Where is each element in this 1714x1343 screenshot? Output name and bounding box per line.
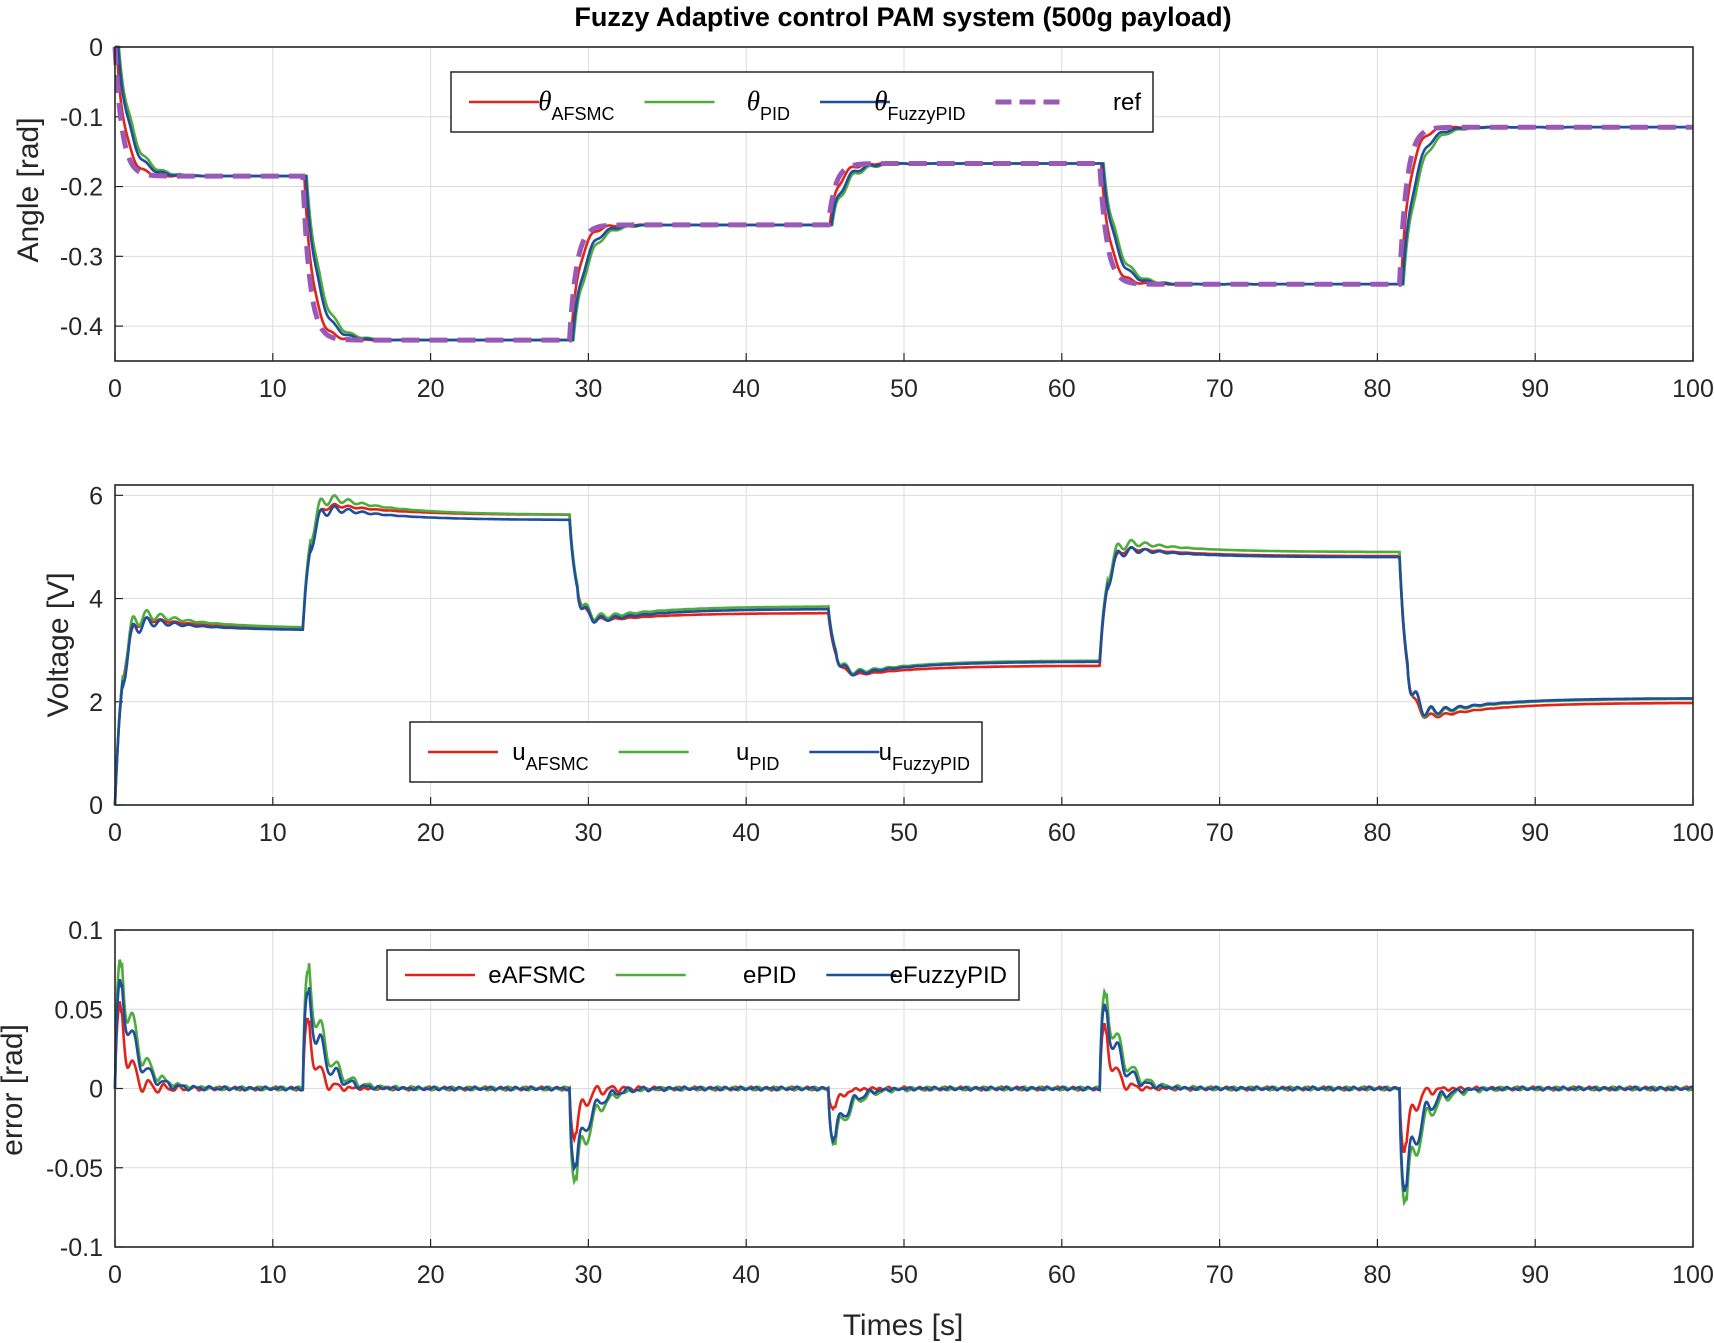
series-line-ref	[112, 46, 1693, 343]
x-tick-label: 20	[417, 819, 445, 847]
voltage-x-tick-labels: 0 10 20 30 40 50 60 70 80 90 100	[108, 819, 1714, 847]
legend-box	[386, 949, 1020, 1001]
x-tick-label: 40	[732, 819, 760, 847]
y-tick-label: 6	[89, 482, 103, 510]
error-y-axis-label: error [rad]	[0, 1024, 29, 1156]
legend-label-pid: ePID	[743, 962, 796, 989]
x-tick-label: 40	[732, 1261, 760, 1289]
y-tick-label: -0.3	[60, 243, 103, 271]
x-tick-label: 80	[1363, 819, 1391, 847]
x-tick-label: 50	[890, 375, 918, 403]
legend-label-fuzzypid: θFuzzyPID	[874, 86, 965, 124]
x-tick-label: 90	[1521, 375, 1549, 403]
y-tick-label: 0	[89, 34, 103, 62]
angle-x-tick-labels: 0 10 20 30 40 50 60 70 80 90 100	[108, 375, 1714, 403]
x-tick-label: 10	[259, 819, 287, 847]
legend-box	[409, 721, 983, 783]
x-tick-label: 50	[890, 819, 918, 847]
x-tick-label: 100	[1672, 819, 1714, 847]
voltage-y-axis-label: Voltage [V]	[42, 572, 75, 717]
x-tick-label: 70	[1206, 819, 1234, 847]
y-tick-label: 0.1	[68, 917, 103, 945]
legend-label-afsmc: uAFSMC	[512, 739, 588, 774]
x-tick-label: 50	[890, 1261, 918, 1289]
legend-box	[450, 71, 1154, 133]
x-tick-label: 20	[417, 375, 445, 403]
x-tick-label: 90	[1521, 1261, 1549, 1289]
voltage-series-lines	[113, 494, 1693, 806]
x-tick-label: 100	[1672, 375, 1714, 403]
legend-label-pid: θPID	[747, 86, 790, 124]
x-tick-label: 0	[108, 819, 122, 847]
x-tick-label: 100	[1672, 1261, 1714, 1289]
error-panel: 0 10 20 30 40 50 60 70 80 90 100 0.1 0.05 0 -0.05 -0.1…	[0, 917, 1714, 1342]
x-tick-label: 60	[1048, 819, 1076, 847]
error-y-tick-labels: 0.1 0.05 0 -0.05 -0.1	[46, 917, 103, 1262]
series-line-afsmc	[113, 1001, 1694, 1154]
y-tick-label: 0	[89, 1076, 103, 1104]
voltage-legend: uAFSMC uPID uFuzzyPID	[409, 721, 983, 783]
x-tick-label: 70	[1206, 1261, 1234, 1289]
x-tick-label: 60	[1048, 375, 1076, 403]
series-line-fuzzypid	[113, 978, 1694, 1193]
x-tick-label: 90	[1521, 819, 1549, 847]
x-tick-label: 70	[1206, 375, 1234, 403]
error-series-lines	[113, 959, 1694, 1207]
angle-axes-frame	[114, 46, 1694, 362]
x-tick-label: 20	[417, 1261, 445, 1289]
angle-panel: 0 10 20 30 40 50 60 70 80 90 100 0 -0.1 -0.2 -0.3 -0.4…	[12, 34, 1714, 403]
legend-label-afsmc: eAFSMC	[488, 962, 585, 989]
x-tick-label: 10	[259, 1261, 287, 1289]
voltage-axes-frame	[114, 484, 1694, 806]
x-tick-label: 30	[574, 1261, 602, 1289]
angle-series-lines	[112, 45, 1693, 343]
legend-label-pid: uPID	[736, 739, 779, 774]
x-tick-label: 0	[108, 1261, 122, 1289]
y-tick-label: -0.2	[60, 174, 103, 202]
series-line-fuzzypid	[113, 504, 1693, 806]
x-tick-label: 10	[259, 375, 287, 403]
legend-label-ref: ref	[1113, 89, 1141, 116]
y-tick-label: 0	[89, 792, 103, 820]
y-tick-label: -0.05	[46, 1155, 103, 1183]
error-x-axis-label: Times [s]	[843, 1309, 964, 1342]
x-tick-label: 60	[1048, 1261, 1076, 1289]
x-tick-label: 80	[1363, 1261, 1391, 1289]
error-axes-frame	[114, 929, 1694, 1248]
voltage-y-tick-labels: 0 2 4 6	[89, 482, 103, 820]
y-tick-label: 2	[89, 689, 103, 717]
y-tick-label: -0.1	[60, 1234, 103, 1262]
legend-label-afsmc: θAFSMC	[538, 86, 614, 124]
x-tick-label: 30	[574, 375, 602, 403]
y-tick-label: -0.1	[60, 104, 103, 132]
y-tick-label: 0.05	[54, 996, 103, 1024]
x-tick-label: 30	[574, 819, 602, 847]
series-line-afsmc	[113, 502, 1693, 806]
figure-title: Fuzzy Adaptive control PAM system (500g …	[574, 2, 1231, 32]
y-tick-label: 4	[89, 586, 103, 614]
angle-y-tick-labels: 0 -0.1 -0.2 -0.3 -0.4	[60, 34, 103, 341]
x-tick-label: 80	[1363, 375, 1391, 403]
error-legend: eAFSMC ePID eFuzzyPID	[386, 949, 1020, 1001]
legend-label-fuzzypid: uFuzzyPID	[879, 739, 970, 774]
x-tick-label: 40	[732, 375, 760, 403]
error-x-tick-labels: 0 10 20 30 40 50 60 70 80 90 100	[108, 1261, 1714, 1289]
y-tick-label: -0.4	[60, 313, 103, 341]
legend-label-fuzzypid: eFuzzyPID	[890, 962, 1007, 989]
angle-legend: θAFSMC θPID θFuzzyPID ref	[450, 71, 1154, 133]
x-tick-label: 0	[108, 375, 122, 403]
angle-y-axis-label: Angle [rad]	[12, 117, 45, 262]
